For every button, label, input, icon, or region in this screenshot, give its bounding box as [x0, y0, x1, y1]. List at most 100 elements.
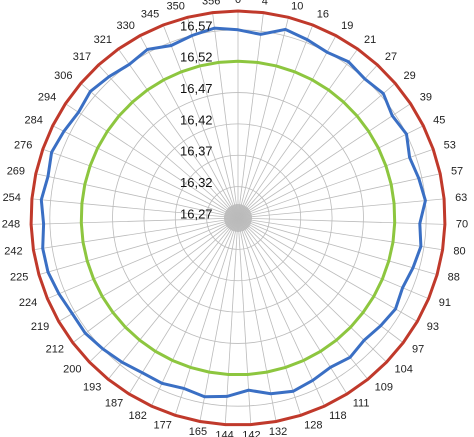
category-label: 165 — [189, 426, 207, 437]
spoke — [237, 125, 424, 219]
spoke — [237, 24, 314, 219]
category-label: 193 — [83, 382, 101, 394]
grid-ring — [112, 92, 364, 344]
spoke — [58, 217, 239, 322]
category-label: 269 — [7, 165, 25, 177]
spoke — [237, 103, 411, 219]
category-label: 0 — [235, 0, 241, 6]
spoke — [33, 217, 239, 251]
category-label: 187 — [105, 397, 123, 409]
spoke — [237, 173, 441, 219]
spoke — [212, 12, 239, 219]
y-tick-label: 16,32 — [180, 175, 213, 190]
y-tick-label: 16,47 — [180, 81, 213, 96]
category-label: 284 — [24, 115, 42, 127]
category-label: 142 — [242, 429, 260, 437]
spoke — [237, 64, 378, 219]
spoke — [237, 217, 348, 395]
spoke — [237, 148, 434, 219]
spoke — [118, 48, 239, 219]
category-label: 4 — [262, 0, 268, 8]
spoke — [237, 17, 289, 219]
category-label: 21 — [364, 34, 376, 46]
series-line — [39, 26, 427, 399]
grid-ring — [143, 123, 333, 313]
series-line — [29, 9, 447, 427]
spoke — [237, 217, 438, 276]
category-label: 276 — [14, 139, 32, 151]
category-label: 104 — [395, 364, 413, 376]
category-label: 70 — [456, 219, 468, 231]
category-label: 321 — [94, 34, 112, 46]
spoke — [237, 217, 445, 225]
category-label: 356 — [202, 0, 220, 8]
spoke — [98, 64, 239, 219]
spoke — [237, 217, 369, 380]
category-label: 93 — [427, 321, 439, 333]
y-tick-label: 16,57 — [180, 18, 213, 33]
category-label: 248 — [2, 219, 20, 231]
grid-ring — [174, 154, 302, 282]
category-label: 225 — [10, 272, 28, 284]
category-label: 200 — [63, 364, 81, 376]
spoke — [237, 217, 443, 251]
spoke — [199, 217, 239, 422]
grid-ring — [206, 186, 270, 250]
series-line — [79, 59, 397, 376]
category-label: 242 — [4, 245, 22, 257]
category-label: 345 — [141, 9, 159, 21]
spoke — [237, 217, 302, 416]
spoke — [128, 217, 239, 395]
category-label: 224 — [19, 297, 37, 309]
category-label: 144 — [215, 429, 233, 437]
category-label: 212 — [46, 343, 64, 355]
category-label: 27 — [385, 51, 397, 63]
y-tick-label: 16,27 — [180, 206, 213, 221]
spoke — [237, 217, 387, 363]
spoke — [47, 217, 239, 300]
spoke — [42, 148, 239, 219]
spoke — [107, 217, 239, 380]
y-tick-label: 16,37 — [180, 144, 213, 159]
category-label: 111 — [353, 397, 370, 409]
category-label: 350 — [166, 0, 184, 12]
spoke — [237, 217, 277, 422]
category-label: 88 — [448, 272, 460, 284]
spoke — [237, 198, 445, 219]
spoke — [237, 35, 337, 219]
spoke — [89, 217, 239, 363]
spoke — [237, 217, 325, 407]
y-tick-label: 16,42 — [180, 112, 213, 127]
category-label: 10 — [291, 0, 303, 12]
spoke — [72, 217, 239, 344]
spoke — [65, 103, 239, 219]
spoke — [35, 173, 239, 219]
spoke — [31, 198, 239, 219]
spoke — [224, 217, 239, 425]
category-label: 330 — [117, 20, 135, 32]
category-label: 53 — [444, 139, 456, 151]
category-label: 132 — [269, 426, 287, 437]
spoke — [237, 217, 404, 344]
y-tick-label: 16,52 — [180, 50, 213, 65]
spoke — [237, 83, 396, 219]
category-label: 29 — [404, 70, 416, 82]
spoke — [52, 125, 239, 219]
spoke — [80, 83, 239, 219]
spoke — [38, 217, 239, 276]
spoke — [139, 35, 239, 219]
category-label: 63 — [455, 192, 467, 204]
category-label: 254 — [3, 192, 21, 204]
spoke — [187, 17, 239, 219]
category-label: 80 — [453, 245, 465, 257]
category-label: 39 — [420, 91, 432, 103]
category-label: 91 — [439, 297, 451, 309]
category-label: 306 — [54, 70, 72, 82]
category-label: 294 — [38, 91, 56, 103]
spoke — [237, 217, 418, 322]
spoke — [237, 217, 429, 300]
category-label: 16 — [317, 9, 329, 21]
category-label: 118 — [329, 410, 347, 422]
category-label: 317 — [73, 51, 91, 63]
